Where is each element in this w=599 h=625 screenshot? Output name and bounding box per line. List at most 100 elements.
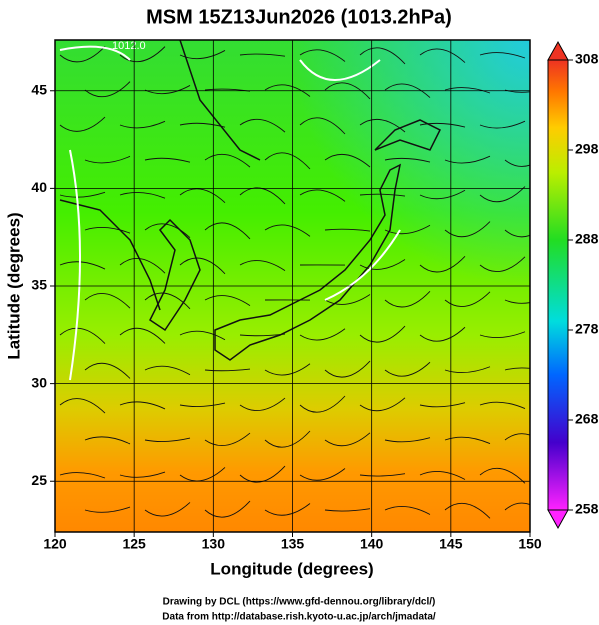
coastline <box>59 40 261 311</box>
x-axis-label: Longitude (degrees) <box>210 559 373 578</box>
streamline <box>84 436 131 445</box>
streamline <box>204 295 251 306</box>
streamline <box>299 49 346 62</box>
streamline <box>359 397 406 412</box>
streamline <box>204 432 251 446</box>
streamline <box>479 186 526 203</box>
y-axis-label: Latitude (degrees) <box>4 212 23 359</box>
streamline <box>264 363 311 376</box>
streamline <box>479 120 526 129</box>
streamline <box>299 468 346 481</box>
streamline <box>59 327 106 344</box>
streamline <box>264 84 311 97</box>
streamline <box>384 437 431 443</box>
streamline <box>264 430 311 448</box>
y-tick-label: 25 <box>31 472 47 488</box>
streamline <box>239 118 286 133</box>
x-tick-label: 120 <box>43 536 67 552</box>
streamline <box>324 432 371 447</box>
coastline <box>149 218 201 332</box>
x-tick-label: 150 <box>518 536 542 552</box>
streamline <box>419 470 466 480</box>
streamline <box>504 159 530 167</box>
colorbar-tick-label: 288 <box>575 231 599 247</box>
streamline <box>324 153 371 168</box>
contour-label: 1012.0 <box>112 40 146 52</box>
streamline <box>419 402 466 408</box>
colorbar-extend-bottom <box>547 509 569 530</box>
streamline <box>144 85 191 95</box>
colorbar-tick-label: 278 <box>575 321 599 337</box>
streamline <box>359 118 406 133</box>
streamline <box>324 360 371 378</box>
streamline <box>504 433 530 441</box>
coastline <box>214 163 402 361</box>
streamline <box>179 467 226 482</box>
colorbar-extend-top <box>547 40 569 61</box>
streamline <box>299 328 346 341</box>
streamline <box>479 331 526 339</box>
streamline <box>419 189 466 200</box>
streamline <box>119 258 166 274</box>
streamline <box>419 255 466 273</box>
streamline <box>59 191 106 198</box>
streamline <box>179 257 226 275</box>
streamline <box>444 221 491 238</box>
streamline <box>179 50 226 60</box>
colorbar-tick-label: 308 <box>575 51 599 67</box>
streamline <box>204 368 251 372</box>
streamline <box>119 192 166 199</box>
x-tick-label: 130 <box>202 536 226 552</box>
streamline <box>299 117 346 135</box>
streamline <box>444 291 491 307</box>
colorbar-tick-label: 268 <box>575 411 599 427</box>
streamline <box>239 397 286 411</box>
streamline <box>59 116 106 132</box>
streamline <box>444 366 491 374</box>
streamline <box>239 465 286 483</box>
streamline <box>504 229 530 238</box>
x-tick-label: 135 <box>281 536 305 552</box>
streamline <box>479 256 526 272</box>
streamline <box>444 155 491 164</box>
streamline <box>479 467 526 484</box>
streamline <box>119 327 166 344</box>
streamline <box>59 261 106 270</box>
streamline <box>299 395 346 413</box>
streamline <box>359 473 406 477</box>
streamline <box>179 188 226 204</box>
x-tick-label: 145 <box>439 536 463 552</box>
streamline <box>504 299 530 304</box>
streamline <box>504 502 530 511</box>
colorbar-tick-label: 298 <box>575 141 599 157</box>
streamline <box>504 367 530 371</box>
streamline <box>204 222 251 240</box>
streamline <box>119 471 166 478</box>
streamline <box>84 81 131 98</box>
streamline <box>264 503 311 516</box>
streamline <box>384 505 431 515</box>
streamline <box>144 502 191 517</box>
streamline <box>84 155 131 164</box>
streamline <box>384 361 431 377</box>
streamline <box>324 82 371 100</box>
streamline <box>59 472 106 479</box>
streamline <box>419 326 466 342</box>
streamline <box>144 292 191 310</box>
streamline <box>324 508 371 512</box>
streamline <box>264 152 311 170</box>
streamline <box>119 46 166 63</box>
y-tick-label: 40 <box>31 179 47 195</box>
streamline <box>179 402 226 407</box>
streamline <box>479 401 526 409</box>
streamline <box>419 122 466 128</box>
streamline <box>384 290 431 308</box>
x-tick-label: 140 <box>360 536 384 552</box>
streamline <box>179 330 226 341</box>
coastline <box>374 119 442 151</box>
streamline <box>299 189 346 202</box>
streamline <box>444 436 491 444</box>
credit: Drawing by DCL (https://www.gfd-dennou.o… <box>163 597 436 608</box>
streamline <box>444 87 491 94</box>
